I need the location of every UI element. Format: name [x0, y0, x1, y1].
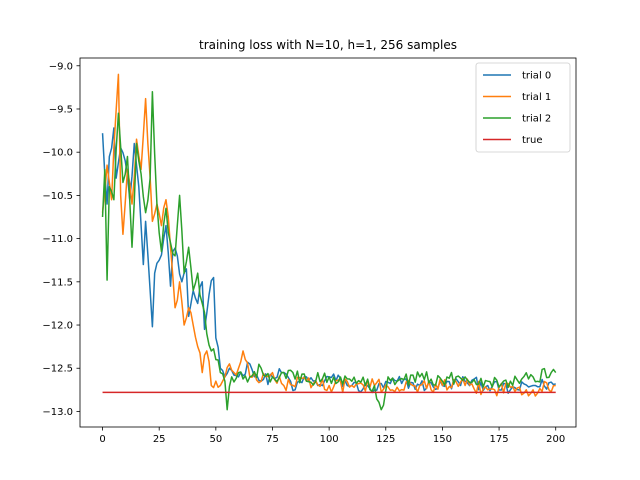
series-line-trial-2 [101, 90, 557, 411]
legend-label: true [522, 135, 543, 146]
x-tick-label: 125 [376, 434, 395, 445]
legend: trial 0 trial 1 trial 2 true [475, 62, 571, 153]
x-axis-ticks: 0 25 50 75 100 125 150 175 200 [99, 427, 565, 445]
legend-label: trial 2 [522, 114, 551, 125]
y-tick-label: −10.0 [42, 148, 73, 159]
legend-label: trial 0 [522, 71, 551, 82]
y-tick-label: −12.5 [42, 364, 73, 375]
legend-box [475, 62, 571, 153]
y-tick-label: −9.0 [49, 61, 73, 72]
x-tick-label: 25 [153, 434, 166, 445]
x-tick-label: 100 [320, 434, 339, 445]
y-tick-label: −11.0 [42, 234, 73, 245]
x-tick-label: 75 [266, 434, 279, 445]
x-tick-label: 0 [99, 434, 105, 445]
y-tick-label: −11.5 [42, 277, 73, 288]
chart-title: training loss with N=10, h=1, 256 sample… [199, 38, 457, 52]
x-tick-label: 200 [546, 434, 565, 445]
x-tick-label: 50 [209, 434, 222, 445]
x-tick-label: 175 [490, 434, 509, 445]
y-tick-label: −13.0 [42, 407, 73, 418]
legend-label: trial 1 [522, 92, 551, 103]
y-tick-label: −12.0 [42, 321, 73, 332]
plot-frame [79, 57, 577, 428]
plot-lines [101, 73, 557, 411]
y-tick-label: −10.5 [42, 191, 73, 202]
y-axis-ticks: −13.0 −12.5 −12.0 −11.5 −11.0 −10.5 −10.0 −9.5 −… [42, 61, 80, 418]
series-line-trial-1 [101, 73, 556, 397]
series-line-trial-0 [101, 127, 556, 394]
x-tick-label: 150 [433, 434, 452, 445]
y-tick-label: −9.5 [49, 104, 73, 115]
